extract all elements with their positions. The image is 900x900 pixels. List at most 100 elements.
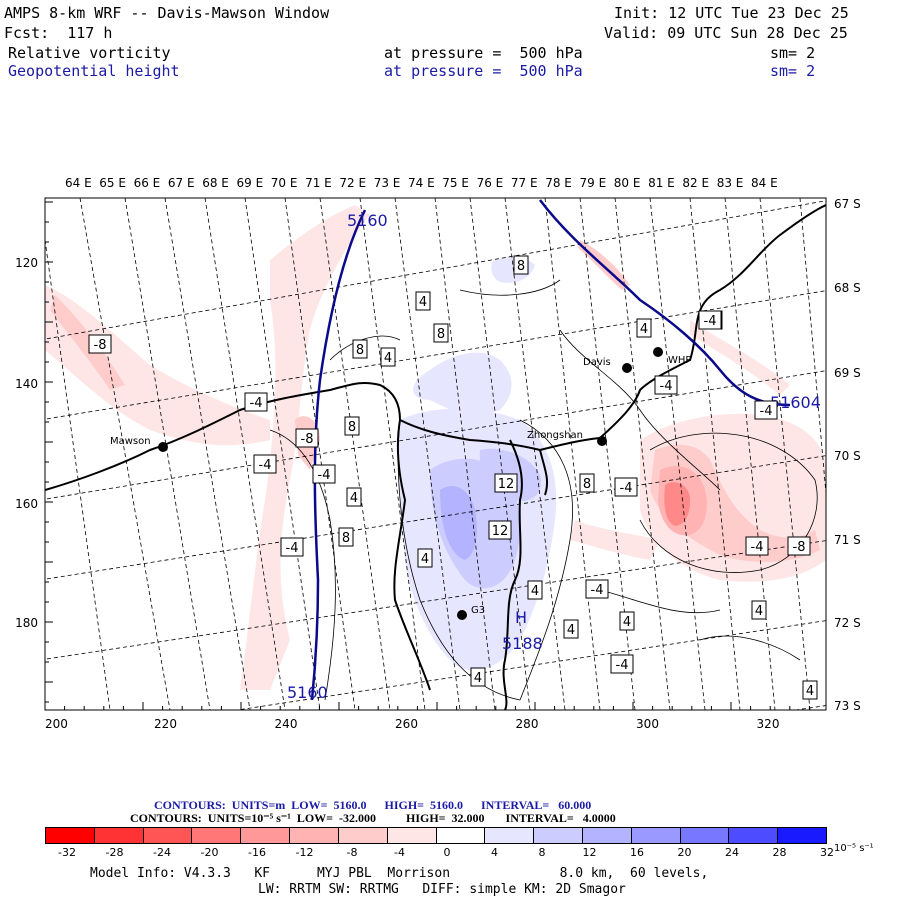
colorbar-swatch — [94, 828, 144, 843]
svg-text:4: 4 — [567, 623, 575, 638]
field1-smoothing: sm= 2 — [770, 44, 816, 62]
svg-text:4: 4 — [640, 322, 648, 337]
colorbar-label: 28 — [772, 846, 787, 859]
init-time: Init: 12 UTC Tue 23 Dec 25 — [614, 4, 849, 22]
vorticity-contour-label: -4 — [654, 375, 678, 395]
latitude-label: 69 S — [834, 366, 861, 380]
vorticity-contour-label: 4 — [415, 291, 431, 311]
station-davis-marker — [622, 363, 632, 373]
svg-text:-4: -4 — [660, 379, 673, 394]
field2-smoothing: sm= 2 — [770, 62, 816, 80]
colorbar-label: 12 — [582, 846, 597, 859]
longitude-label: 77 E — [510, 176, 538, 190]
longitude-label: 64 E — [65, 176, 92, 190]
vorticity-contour-label: 4 — [563, 619, 579, 639]
colorbar-label: -16 — [248, 846, 266, 859]
svg-text:-4: -4 — [616, 658, 629, 673]
colorbar-label: -32 — [58, 846, 76, 859]
colorbar-swatch — [778, 828, 826, 843]
svg-text:8: 8 — [342, 531, 350, 546]
longitude-label: 75 E — [442, 176, 469, 190]
vorticity-contour-label: 4 — [751, 600, 767, 620]
colorbar-label: 32 — [820, 846, 834, 859]
x-tick-label: 220 — [154, 717, 177, 731]
colorbar-swatch — [290, 828, 339, 843]
svg-text:-4: -4 — [704, 314, 717, 329]
vorticity-contour-label: 8 — [513, 255, 529, 275]
svg-text:8: 8 — [437, 327, 445, 342]
colorbar-label: 24 — [725, 846, 739, 859]
colorbar-swatch — [729, 828, 779, 843]
vorticity-contour-label: -4 — [585, 579, 609, 599]
field1-name: Relative vorticity — [8, 44, 171, 62]
svg-text:4: 4 — [623, 615, 631, 630]
longitude-label: 71 E — [305, 176, 332, 190]
vorticity-contour-label: 4 — [802, 680, 818, 700]
longitude-label: 68 E — [202, 176, 229, 190]
valid-time: Valid: 09 UTC Sun 28 Dec 25 — [604, 24, 848, 42]
coastline — [45, 204, 826, 710]
x-tick-label: 280 — [516, 717, 539, 731]
vorticity-contour-label: 12 — [494, 473, 518, 493]
colorbar-swatch — [241, 828, 291, 843]
colorbar-swatch — [387, 828, 437, 843]
longitude-label: 69 E — [236, 176, 264, 190]
station-label: Mawson — [110, 436, 151, 447]
station-markers — [158, 347, 663, 620]
colorbar-label: -20 — [200, 846, 219, 859]
vorticity-contour-label: -4 — [698, 310, 722, 330]
y-tick-label: 180 — [15, 616, 38, 630]
colorbar-label: -4 — [394, 846, 405, 859]
longitude-label: 81 E — [648, 176, 675, 190]
svg-text:8: 8 — [583, 477, 591, 492]
colorbar-label: -24 — [153, 846, 171, 859]
svg-text:-4: -4 — [259, 458, 272, 473]
colorbar-label: -28 — [105, 846, 124, 859]
x-tick-label: 320 — [757, 717, 780, 731]
model-info-line2: LW: RRTM SW: RRTMG DIFF: simple KM: 2D S… — [258, 882, 626, 897]
svg-text:-8: -8 — [94, 338, 107, 353]
svg-text:12: 12 — [498, 477, 515, 492]
high-pressure-value: 5188 — [502, 634, 543, 653]
colorbar-swatch — [436, 828, 486, 843]
vorticity-contour-label: -8 — [295, 428, 319, 448]
vorticity-contour-label: 4 — [380, 347, 396, 367]
svg-text:4: 4 — [806, 684, 814, 699]
svg-text:-4: -4 — [751, 540, 764, 555]
vorticity-contour-label: 8 — [338, 527, 354, 547]
vorticity-contour-label: -4 — [253, 454, 277, 474]
svg-text:12: 12 — [492, 524, 509, 539]
svg-text:8: 8 — [356, 343, 364, 358]
vorticity-contour-label: 12 — [488, 520, 512, 540]
vorticity-contour-label: 4 — [619, 611, 635, 631]
x-tick-label: 240 — [275, 717, 298, 731]
map-title: AMPS 8-km WRF -- Davis-Mawson Window — [4, 4, 330, 22]
svg-text:-4: -4 — [620, 481, 633, 496]
y-tick-label: 140 — [15, 377, 38, 391]
colorbar-swatch — [192, 828, 242, 843]
svg-text:4: 4 — [474, 671, 482, 686]
svg-text:-4: -4 — [286, 541, 299, 556]
station-g3-marker — [457, 610, 467, 620]
station-label: G3 — [471, 605, 485, 616]
longitude-label: 67 E — [167, 176, 195, 190]
colorbar-swatch — [582, 828, 632, 843]
svg-text:-4: -4 — [250, 396, 263, 411]
svg-text:4: 4 — [419, 295, 427, 310]
forecast-hour: Fcst: 117 h — [4, 24, 113, 42]
station-mawson-marker — [158, 442, 168, 452]
plot-frame — [44, 197, 827, 711]
colorbar-label: 16 — [630, 846, 644, 859]
colorbar-swatch — [143, 828, 193, 843]
vorticity-contour-label: 8 — [579, 473, 595, 493]
x-tick-label: 260 — [395, 717, 418, 731]
y-tick-label: 160 — [15, 497, 38, 511]
colorbar-swatch — [534, 828, 583, 843]
vorticity-contour-info: CONTOURS: UNITS=10⁻⁵ s⁻¹ LOW= -32.000 HI… — [130, 811, 616, 825]
vorticity-contour-label: 8 — [433, 323, 449, 343]
colorbar-label: 4 — [491, 846, 498, 859]
colorbar-swatch — [338, 828, 388, 843]
longitude-label: 66 E — [133, 176, 161, 190]
field2-name: Geopotential height — [8, 62, 180, 80]
